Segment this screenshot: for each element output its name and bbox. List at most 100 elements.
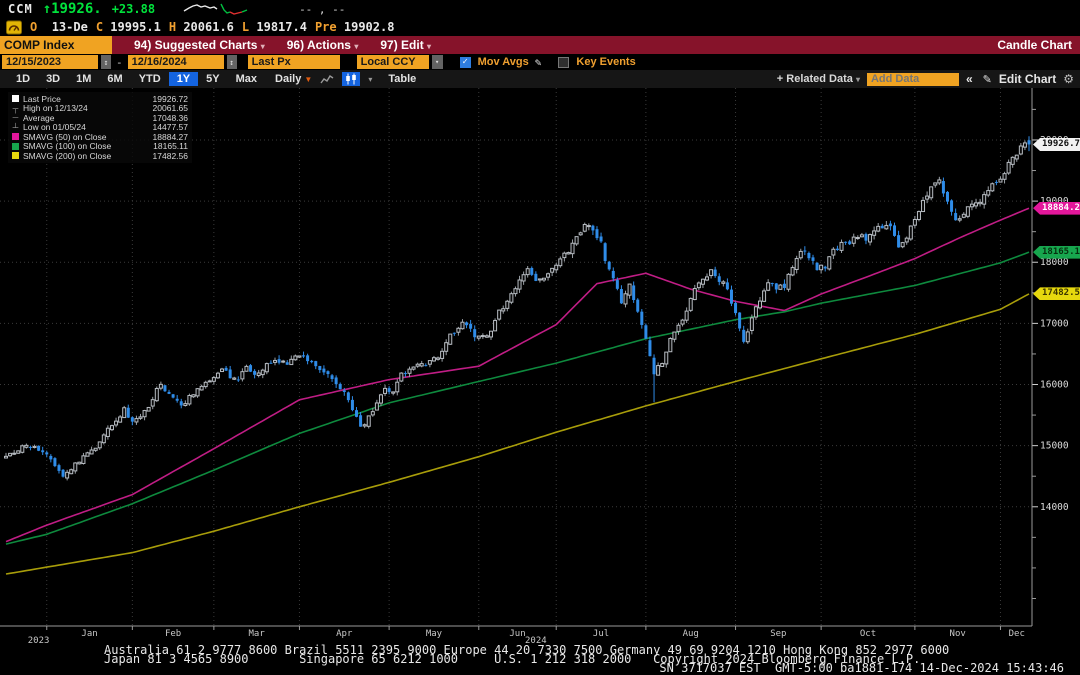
legend-high: ┬ High on 12/13/24 20061.65 [12,103,188,114]
page-title: Candle Chart [997,38,1072,52]
chart-legend: Last Price 19926.72 ┬ High on 12/13/24 2006… [8,92,192,163]
high-label: H [168,20,177,34]
axis-price-badge: 17482.56 [1033,287,1080,301]
period-toolbar: 1D 3D 1M 6M YTD 1Y 5Y Max Daily ▼ ▾ Tabl… [0,70,1080,88]
axis-price-badge: 18884.27 [1033,201,1080,215]
svg-text:Oct: Oct [860,629,876,639]
currency-dropdown-button[interactable]: ▾ [431,55,443,69]
table-button[interactable]: Table [388,73,417,85]
legend-smavg-50: SMAVG (50) on Close 18884.27 [12,132,188,142]
currency-select[interactable]: Local CCY [356,55,429,69]
ticker-symbol: CCM [8,2,33,16]
svg-text:16000: 16000 [1040,380,1069,391]
legend-smavg-200: SMAVG (200) on Close 17482.56 [12,151,188,161]
prev-label: Pre [314,20,337,34]
svg-text:Aug: Aug [683,629,699,639]
period-max[interactable]: Max [235,73,258,85]
svg-text:2023: 2023 [28,636,50,644]
chevron-down-icon: ▾ [427,42,432,51]
legend-last-price: Last Price 19926.72 [12,94,188,104]
low-value: 19817.4 [256,20,307,34]
open-value: 13-De [51,20,88,34]
ticker-row: CCM ↑19926. +23.88 -- , -- [0,0,1080,18]
period-1d[interactable]: 1D [16,73,31,85]
yellow-square-icon [12,152,19,160]
svg-text:Jul: Jul [593,629,609,639]
high-marker-icon: ┬ [12,103,19,113]
footer-contacts-2: Japan 81 3 4565 8900 Singapore 65 6212 1… [104,652,921,666]
mini-chart-icon [183,2,249,17]
edit-chart-button[interactable]: Edit Chart [998,72,1057,86]
green-square-icon [12,142,19,150]
period-1m[interactable]: 1M [76,73,92,85]
gauge-icon [6,20,22,35]
average-marker-icon: ─ [12,113,19,123]
ohlc-row: O 13-De C 19995.1 H 20061.6 L 19817.4 Pr… [0,18,1080,36]
high-value: 20061.6 [183,20,234,34]
date-separator: - [116,55,123,69]
frequency-select[interactable]: Daily ▼ [275,73,313,85]
svg-text:Sep: Sep [770,629,786,639]
close-value: 19995.1 [110,20,161,34]
axis-price-badge: 19926.72 [1033,137,1080,151]
security-input[interactable]: COMP Index [0,36,112,54]
add-data-input[interactable] [866,72,959,86]
svg-text:Jun: Jun [509,629,525,639]
mov-avgs-checkbox[interactable]: ✓ [459,56,471,68]
period-6m[interactable]: 6M [107,73,123,85]
menu-actions[interactable]: 96) Actions ▾ [286,38,359,52]
svg-text:14000: 14000 [1040,502,1069,513]
menu-bar: COMP Index 94) Suggested Charts ▾ 96) Ac… [0,36,1080,54]
close-label: C [95,20,104,34]
date-from-input[interactable]: 12/15/2023 [2,55,98,69]
period-3d[interactable]: 3D [46,73,61,85]
field-input[interactable]: Last Px [247,55,340,69]
legend-smavg-100: SMAVG (100) on Close 18165.11 [12,141,188,151]
svg-text:15000: 15000 [1040,441,1069,452]
svg-text:Jan: Jan [81,629,97,639]
mov-avgs-label: Mov Avgs [477,56,529,68]
edit-pencil-icon[interactable]: ✎ [982,73,992,86]
key-events-label: Key Events [576,56,636,68]
svg-text:Dec: Dec [1009,629,1025,639]
footer-session-info: SN 3717037 EST GMT-5:00 ba1881-174 14-De… [659,661,1064,675]
svg-text:17000: 17000 [1040,318,1069,329]
svg-text:18000: 18000 [1040,257,1069,268]
low-marker-icon: ┴ [12,122,19,132]
collapse-button[interactable]: « [965,72,973,86]
related-data-button[interactable]: + Related Data ▾ [776,73,860,85]
chevron-down-icon: ▾ [354,42,359,51]
svg-text:2024: 2024 [525,636,547,644]
chart-type-dropdown[interactable]: ▾ [368,74,373,84]
date-to-input[interactable]: 12/16/2024 [127,55,224,69]
key-events-checkbox[interactable] [558,56,570,68]
controls-row: 12/15/2023 ↕ - 12/16/2024 ↕ Last Px Loca… [0,54,1080,70]
svg-text:Nov: Nov [950,629,966,639]
prev-value: 19902.8 [343,20,395,34]
legend-low: ┴ Low on 01/05/24 14477.57 [12,122,188,133]
footer-contacts-1: Australia 61 2 9777 8600 Brazil 5511 239… [104,643,950,657]
svg-text:Feb: Feb [165,629,181,639]
svg-text:Apr: Apr [336,629,353,639]
line-chart-button[interactable] [318,72,336,86]
chart-region[interactable]: Last Price 19926.72 ┬ High on 12/13/24 2006… [0,88,1080,646]
bid-ask: -- , -- [299,2,346,16]
axis-price-badge: 18165.11 [1033,245,1080,259]
date-to-stepper[interactable]: ↕ [226,55,237,69]
up-arrow-icon: ↑ [42,1,52,17]
candle-chart-button[interactable] [342,72,361,86]
date-from-stepper[interactable]: ↕ [101,55,111,69]
menu-suggested-charts[interactable]: 94) Suggested Charts ▾ [134,38,265,52]
menu-edit[interactable]: 97) Edit ▾ [380,38,432,52]
svg-text:19000: 19000 [1040,196,1069,207]
open-label: O [30,20,38,34]
pencil-icon[interactable]: ✎ [534,55,542,69]
period-5y[interactable]: 5Y [206,73,220,85]
low-label: L [241,20,250,34]
period-1y[interactable]: 1Y [168,72,199,86]
svg-text:May: May [426,629,443,639]
gear-icon[interactable]: ⚙ [1063,72,1074,86]
candle-chart-canvas: 14000150001600017000180001900020000JanFe… [0,88,1069,646]
terminal-footer: Australia 61 2 9777 8600 Brazil 5511 239… [0,644,1080,675]
period-ytd[interactable]: YTD [138,73,161,85]
